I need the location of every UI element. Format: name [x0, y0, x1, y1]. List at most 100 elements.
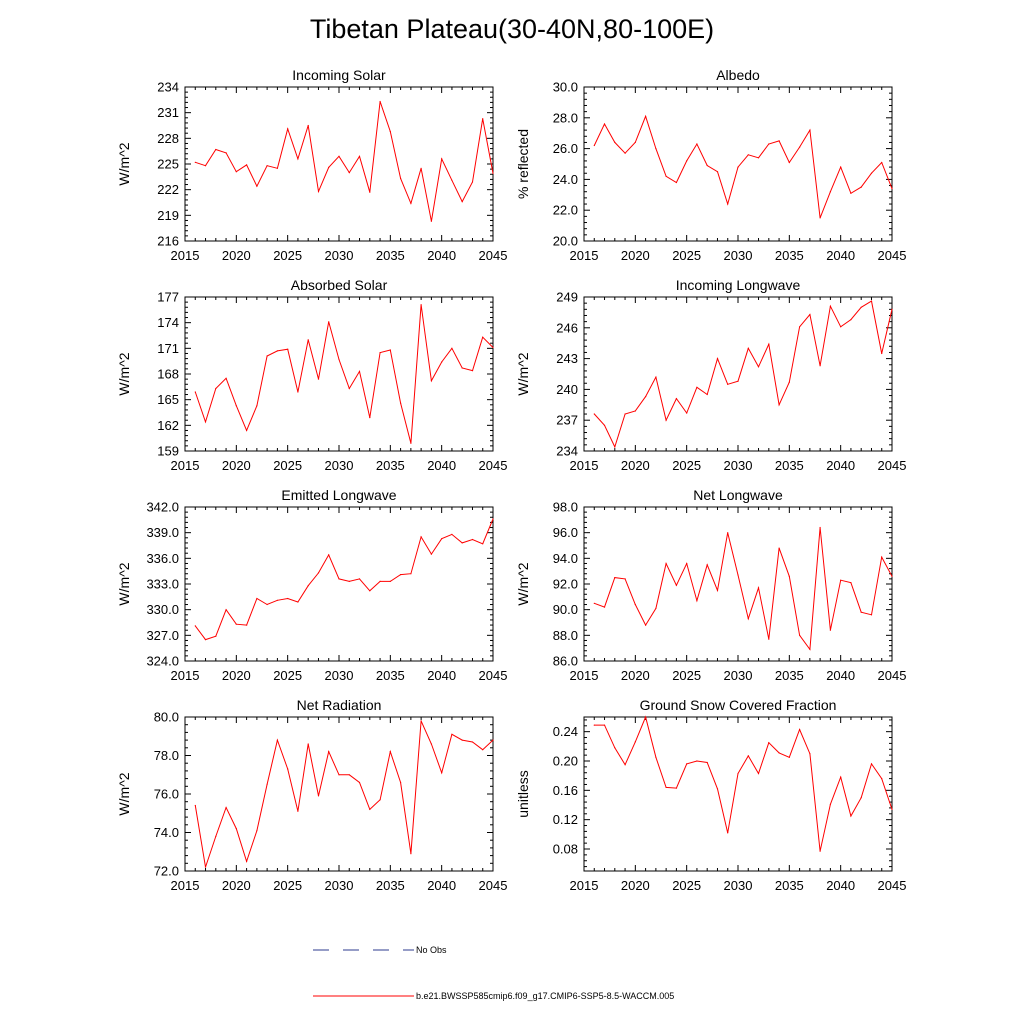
x-tick-label: 2035: [775, 878, 804, 893]
data-point: [870, 614, 873, 616]
data-point: [768, 143, 770, 145]
y-axis-label: % reflected: [515, 129, 531, 199]
data-point: [451, 533, 453, 536]
x-tick-label: 2040: [427, 248, 456, 263]
data-point: [624, 413, 626, 415]
data-point: [778, 752, 780, 754]
series-line-1: [594, 715, 893, 852]
data-point: [757, 366, 760, 368]
data-point: [358, 781, 361, 784]
data-point: [881, 161, 883, 164]
data-point: [840, 166, 842, 168]
data-point: [482, 118, 484, 120]
x-tick-label: 2020: [222, 668, 251, 683]
data-point: [686, 160, 688, 162]
data-point: [471, 181, 474, 183]
y-tick-label: 330.0: [146, 602, 179, 617]
data-point: [400, 574, 402, 576]
y-tick-label: 159: [157, 444, 179, 459]
data-point: [287, 128, 289, 130]
data-point: [840, 579, 842, 581]
y-tick-label: 94.0: [553, 551, 578, 566]
data-point: [461, 201, 463, 203]
x-tick-label: 2025: [273, 668, 302, 683]
data-point: [338, 358, 340, 361]
series-line-1: [593, 114, 893, 219]
data-point: [225, 152, 227, 154]
plot-frame: [583, 506, 893, 662]
data-point: [799, 634, 801, 636]
y-axis-label: W/m^2: [116, 352, 132, 395]
panel-title: Albedo: [716, 67, 760, 83]
data-point: [492, 172, 494, 174]
data-point: [696, 386, 698, 388]
data-point: [768, 742, 770, 744]
data-point: [788, 381, 790, 383]
panel-8: Ground Snow Covered Fraction unitless 2015…: [515, 697, 906, 893]
data-point: [225, 609, 227, 611]
panel-7: Net Radiation W/m^2 2015 2020 2025 2030 2035 20…: [116, 697, 507, 893]
data-point: [665, 419, 667, 421]
data-point: [809, 313, 811, 316]
data-point: [204, 421, 207, 423]
data-point: [819, 526, 821, 529]
x-tick-label: 2020: [222, 878, 251, 893]
data-point: [840, 326, 842, 328]
data-point: [204, 165, 207, 167]
x-tick-label: 2030: [325, 458, 354, 473]
data-point: [430, 220, 432, 222]
data-point: [614, 747, 616, 749]
data-point: [482, 749, 484, 751]
data-point: [850, 319, 852, 321]
y-tick-label: 30.0: [553, 80, 578, 95]
x-tick-label: 2015: [171, 248, 200, 263]
y-axis-label: W/m^2: [116, 562, 132, 605]
data-point: [215, 835, 217, 838]
plot-frame: [583, 296, 893, 452]
data-point: [451, 347, 453, 349]
data-point: [194, 391, 196, 393]
x-tick-label: 2015: [570, 248, 599, 263]
data-point: [686, 412, 688, 414]
panel-4: Incoming Longwave W/m^2 2015 2020 2025 2030 20…: [515, 277, 906, 473]
data-point: [461, 739, 463, 741]
data-point: [400, 177, 402, 180]
y-tick-label: 0.16: [553, 783, 578, 798]
data-point: [256, 185, 258, 187]
data-point: [338, 578, 340, 580]
data-point: [716, 589, 719, 592]
data-point: [881, 556, 883, 558]
y-tick-label: 222: [157, 182, 179, 197]
x-tick-label: 2015: [171, 458, 200, 473]
y-tick-label: 76.0: [154, 787, 179, 802]
data-point: [420, 304, 422, 306]
series-line-1: [594, 527, 893, 651]
data-point: [430, 743, 432, 745]
data-point: [860, 611, 862, 613]
data-point: [482, 543, 484, 545]
data-point: [829, 305, 832, 307]
data-point: [716, 788, 719, 790]
x-tick-label: 2040: [826, 878, 855, 893]
data-point: [410, 202, 412, 204]
y-tick-label: 219: [157, 208, 179, 223]
data-point: [593, 602, 595, 604]
data-point: [655, 148, 657, 150]
data-point: [768, 638, 770, 640]
data-point: [307, 124, 309, 127]
data-point: [430, 553, 432, 555]
y-tick-label: 0.08: [553, 842, 578, 857]
data-point: [369, 417, 371, 419]
data-point: [727, 532, 729, 534]
x-tick-label: 2035: [376, 248, 405, 263]
x-tick-label: 2025: [672, 878, 701, 893]
x-tick-label: 2035: [775, 248, 804, 263]
panel-title: Net Radiation: [297, 697, 382, 713]
x-tick-label: 2040: [427, 668, 456, 683]
x-tick-label: 2040: [826, 668, 855, 683]
data-point: [799, 146, 801, 148]
data-point: [194, 804, 196, 807]
data-point: [603, 123, 606, 125]
y-tick-label: 168: [157, 367, 179, 382]
data-point: [235, 623, 237, 625]
